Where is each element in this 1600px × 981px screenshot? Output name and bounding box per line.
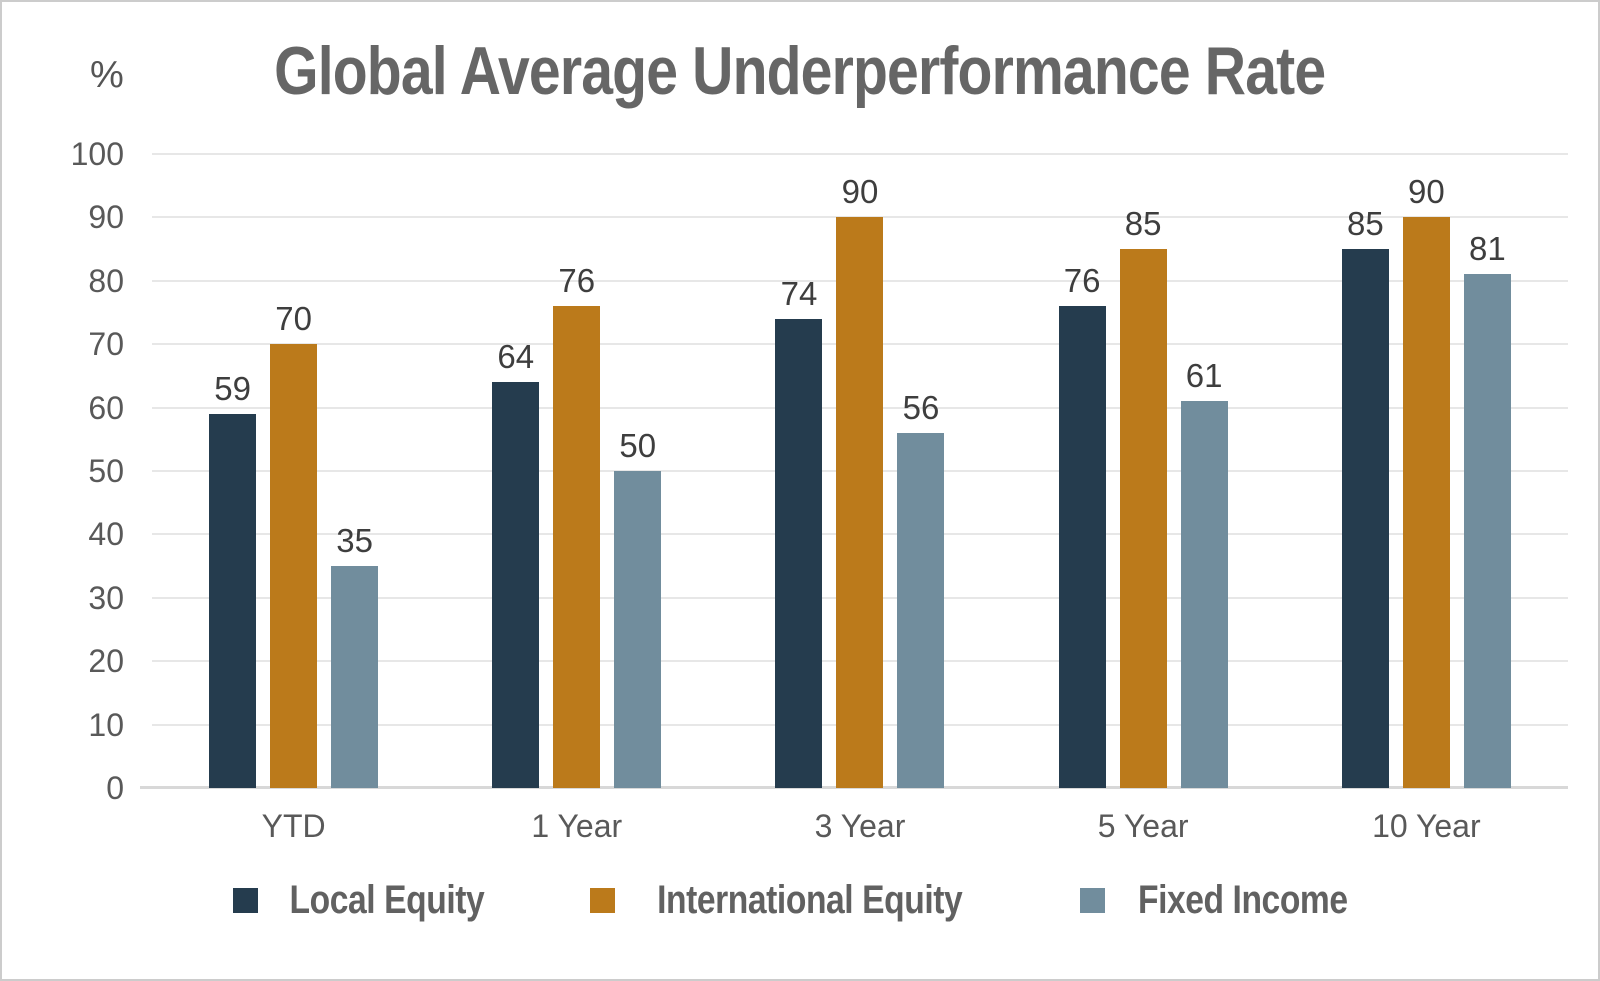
bar-fixed-income-5-year: 61 [1180, 154, 1228, 788]
bar-international-equity-10-year: 90 [1402, 154, 1450, 788]
bar-rect [270, 344, 318, 788]
x-axis-label-5-year: 5 Year [1097, 808, 1189, 844]
y-tick-label-60: 60 [88, 389, 124, 426]
bar-value-label: 85 [1346, 205, 1384, 243]
bar-local-equity-10-year: 85 [1341, 154, 1389, 788]
legend-label: International Equity [657, 878, 963, 922]
y-tick-label-90: 90 [88, 199, 124, 236]
x-axis-label-3-year: 3 Year [814, 808, 906, 844]
bar-group-ytd: 59 70 35 [209, 154, 379, 788]
gridline-100 [152, 153, 1568, 155]
bar-rect [553, 306, 601, 788]
y-tick-label-70: 70 [88, 326, 124, 363]
bar-value-label: 81 [1468, 230, 1506, 268]
bar-rect [1058, 306, 1106, 788]
bar-value-label: 35 [336, 522, 373, 560]
bar-rect [897, 432, 945, 788]
bar-rect [1463, 274, 1511, 788]
y-tick-label-30: 30 [88, 579, 124, 616]
x-axis-label-ytd: YTD [261, 808, 326, 844]
bar-fixed-income-1-year: 50 [614, 154, 662, 788]
bar-rect [1402, 217, 1450, 788]
bar-value-label: 61 [1185, 357, 1223, 395]
bar-rect [1341, 249, 1389, 788]
y-tick-label-10: 10 [88, 706, 124, 743]
y-tick-label-20: 20 [88, 643, 124, 680]
legend-item-international-equity: International Equity [590, 878, 991, 923]
y-tick-label-80: 80 [88, 262, 124, 299]
bar-value-label: 85 [1124, 205, 1162, 243]
bar-rect [331, 566, 379, 788]
bar-fixed-income-10-year: 81 [1463, 154, 1511, 788]
bar-local-equity-3-year: 74 [775, 154, 823, 788]
y-tick-label-40: 40 [88, 516, 124, 553]
bar-value-label: 56 [902, 388, 940, 426]
bar-rect [836, 217, 884, 788]
bar-value-label: 76 [558, 262, 596, 300]
bar-local-equity-1-year: 64 [492, 154, 540, 788]
legend-swatch-icon [232, 888, 258, 913]
bar-value-label: 74 [780, 274, 818, 312]
bar-rect [1119, 249, 1167, 788]
bar-local-equity-5-year: 76 [1058, 154, 1106, 788]
legend-swatch-icon [1079, 888, 1105, 913]
bar-group-10-year: 85 90 81 [1341, 154, 1511, 788]
bar-group-1-year: 64 76 50 [492, 154, 662, 788]
bar-value-label: 59 [214, 369, 251, 407]
bar-fixed-income-3-year: 56 [897, 154, 945, 788]
y-axis-unit-label: % [90, 54, 124, 96]
legend-item-fixed-income: Fixed Income [1079, 878, 1368, 923]
bar-rect [492, 382, 540, 788]
legend-label: Fixed Income [1137, 878, 1348, 922]
chart-title-text: Global Average Underperformance Rate [274, 33, 1326, 109]
bar-rect [209, 413, 257, 788]
legend-item-local-equity: Local Equity [232, 878, 503, 923]
y-tick-label-0: 0 [106, 770, 124, 806]
bar-rect [1180, 401, 1228, 788]
chart-title: Global Average Underperformance Rate [2, 32, 1598, 110]
bar-rect [614, 471, 662, 788]
bar-group-5-year: 76 85 61 [1058, 154, 1228, 788]
x-axis-label-10-year: 10 Year [1372, 808, 1481, 844]
bar-value-label: 76 [1063, 262, 1101, 300]
legend-label: Local Equity [289, 878, 484, 922]
bar-fixed-income-ytd: 35 [331, 154, 379, 788]
x-axis-labels: YTD 1 Year 3 Year 5 Year 10 Year [152, 808, 1568, 845]
y-tick-label-50: 50 [88, 453, 124, 489]
bar-value-label: 64 [497, 338, 535, 376]
bar-value-label: 70 [275, 300, 312, 338]
bar-international-equity-ytd: 70 [270, 154, 318, 788]
legend: Local Equity International Equity Fixed In… [2, 878, 1598, 923]
legend-swatch-icon [590, 888, 616, 913]
x-axis-label-1-year: 1 Year [531, 808, 623, 844]
bar-value-label: 50 [619, 427, 657, 464]
plot-area: 0 10 20 30 40 50 60 70 80 90 100 59 70 35 64 76 50 74 90 5… [71, 138, 1568, 804]
bar-rect [775, 318, 823, 788]
bar-international-equity-5-year: 85 [1119, 154, 1167, 788]
bar-international-equity-1-year: 76 [553, 154, 601, 788]
bar-group-3-year: 74 90 56 [775, 154, 945, 788]
bar-value-label: 90 [1407, 173, 1445, 211]
bar-value-label: 90 [841, 173, 879, 211]
bar-international-equity-3-year: 90 [836, 154, 884, 788]
bar-groups: 59 70 35 64 76 50 74 90 56 76 85 61 85 90 81 [152, 154, 1568, 788]
bar-local-equity-ytd: 59 [209, 154, 257, 788]
y-tick-label-100: 100 [70, 136, 124, 172]
